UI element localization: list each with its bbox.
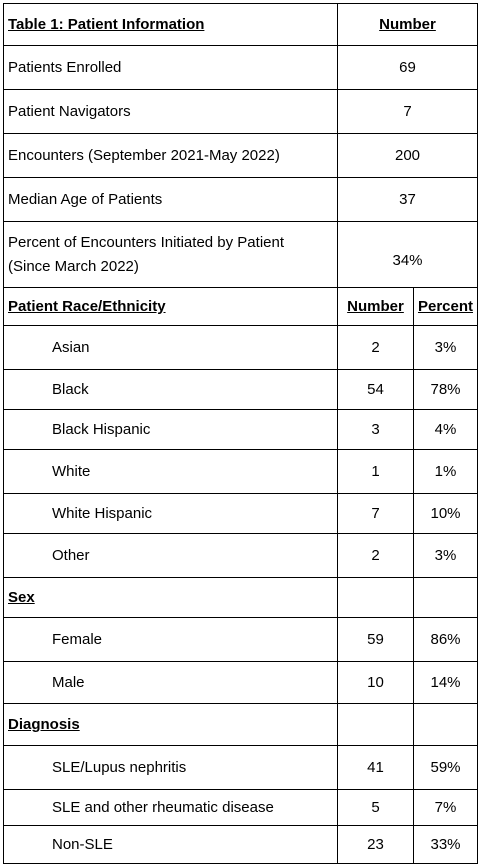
- row-percent: 3%: [413, 533, 478, 578]
- row-percent: 4%: [413, 409, 478, 450]
- row-label: SLE/Lupus nephritis: [3, 745, 338, 790]
- table-row: Other 2 3%: [3, 533, 478, 578]
- row-percent: 10%: [413, 493, 478, 534]
- row-label-line: (Since March 2022): [8, 257, 139, 275]
- row-value: 200: [337, 133, 478, 178]
- table-row: Female 59 86%: [3, 617, 478, 662]
- row-value: 37: [337, 177, 478, 222]
- row-number: 7: [337, 493, 414, 534]
- row-value: 34%: [337, 221, 478, 288]
- table-row: Asian 2 3%: [3, 325, 478, 370]
- row-label: Patient Navigators: [3, 89, 338, 134]
- row-percent: 14%: [413, 661, 478, 704]
- row-value: 7: [337, 89, 478, 134]
- number-header: Number: [337, 3, 478, 46]
- row-percent: 59%: [413, 745, 478, 790]
- race-number-header: Number: [337, 287, 414, 326]
- section-header-row: Diagnosis: [3, 703, 478, 746]
- row-percent: 78%: [413, 369, 478, 410]
- row-label: SLE and other rheumatic disease: [3, 789, 338, 826]
- row-label: Median Age of Patients: [3, 177, 338, 222]
- table-row: Patients Enrolled 69: [3, 45, 478, 90]
- row-percent: 33%: [413, 825, 478, 864]
- sex-section-title: Sex: [3, 577, 338, 618]
- row-label: Encounters (September 2021-May 2022): [3, 133, 338, 178]
- race-section-title: Patient Race/Ethnicity: [3, 287, 338, 326]
- section-header-row: Patient Race/Ethnicity Number Percent: [3, 287, 478, 326]
- race-percent-header: Percent: [413, 287, 478, 326]
- row-label-line: Percent of Encounters Initiated by Patie…: [8, 233, 284, 251]
- row-label: Male: [3, 661, 338, 704]
- row-number: 10: [337, 661, 414, 704]
- row-percent: 86%: [413, 617, 478, 662]
- diagnosis-section-title: Diagnosis: [3, 703, 338, 746]
- empty-cell: [413, 577, 478, 618]
- row-label: Asian: [3, 325, 338, 370]
- table-row: Non-SLE 23 33%: [3, 825, 478, 864]
- table-row: Median Age of Patients 37: [3, 177, 478, 222]
- row-label: Black Hispanic: [3, 409, 338, 450]
- row-percent: 3%: [413, 325, 478, 370]
- table-row: Male 10 14%: [3, 661, 478, 704]
- row-label: White: [3, 449, 338, 494]
- row-label: Black: [3, 369, 338, 410]
- row-number: 1: [337, 449, 414, 494]
- row-number: 5: [337, 789, 414, 826]
- table-row: White Hispanic 7 10%: [3, 493, 478, 534]
- table-row: Encounters (September 2021-May 2022) 200: [3, 133, 478, 178]
- row-label: Patients Enrolled: [3, 45, 338, 90]
- row-label: White Hispanic: [3, 493, 338, 534]
- table-row: White 1 1%: [3, 449, 478, 494]
- table-row: Percent of Encounters Initiated by Patie…: [3, 221, 478, 288]
- table-row: Black 54 78%: [3, 369, 478, 410]
- patient-information-table: Table 1: Patient Information Number Pati…: [3, 3, 478, 864]
- empty-cell: [337, 577, 414, 618]
- row-number: 3: [337, 409, 414, 450]
- row-percent: 7%: [413, 789, 478, 826]
- table-title-row: Table 1: Patient Information Number: [3, 3, 478, 46]
- row-label: Other: [3, 533, 338, 578]
- row-value: 69: [337, 45, 478, 90]
- row-number: 2: [337, 325, 414, 370]
- section-header-row: Sex: [3, 577, 478, 618]
- table-title: Table 1: Patient Information: [3, 3, 338, 46]
- empty-cell: [413, 703, 478, 746]
- row-number: 23: [337, 825, 414, 864]
- row-number: 2: [337, 533, 414, 578]
- empty-cell: [337, 703, 414, 746]
- row-label: Non-SLE: [3, 825, 338, 864]
- row-label: Female: [3, 617, 338, 662]
- table-row: Black Hispanic 3 4%: [3, 409, 478, 450]
- table-row: Patient Navigators 7: [3, 89, 478, 134]
- row-label: Percent of Encounters Initiated by Patie…: [3, 221, 338, 288]
- row-number: 59: [337, 617, 414, 662]
- table-row: SLE/Lupus nephritis 41 59%: [3, 745, 478, 790]
- row-number: 54: [337, 369, 414, 410]
- table-row: SLE and other rheumatic disease 5 7%: [3, 789, 478, 826]
- row-number: 41: [337, 745, 414, 790]
- row-percent: 1%: [413, 449, 478, 494]
